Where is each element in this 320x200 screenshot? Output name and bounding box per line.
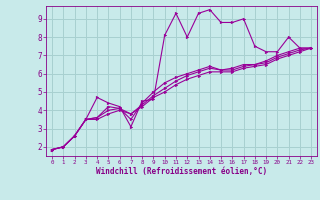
X-axis label: Windchill (Refroidissement éolien,°C): Windchill (Refroidissement éolien,°C)	[96, 167, 267, 176]
